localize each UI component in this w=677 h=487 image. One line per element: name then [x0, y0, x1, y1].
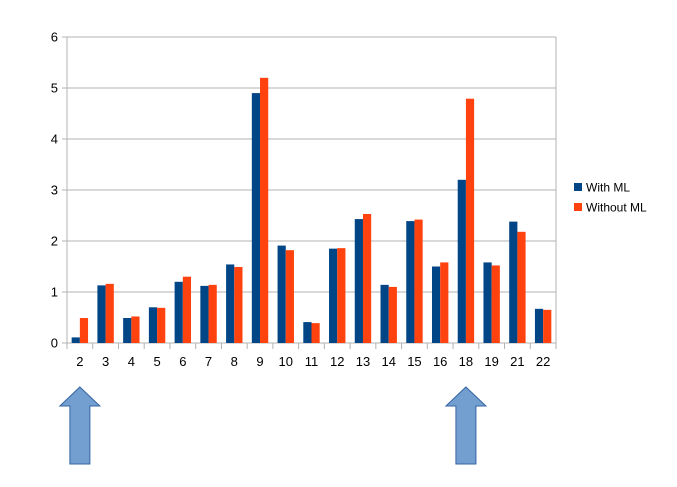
bar-without-ml-9: [260, 77, 269, 344]
bar-with-ml-4: [123, 318, 132, 343]
legend-label: With ML: [586, 181, 630, 195]
bar-with-ml-19: [483, 262, 492, 343]
legend: With ML Without ML: [574, 181, 647, 215]
bar-without-ml-21: [517, 231, 526, 343]
x-tick-label: 9: [256, 354, 263, 369]
bar-with-ml-15: [406, 221, 415, 343]
y-tick-label: 3: [51, 183, 58, 198]
legend-swatch: [574, 183, 582, 191]
bar-with-ml-11: [303, 322, 312, 343]
bar-without-ml-11: [311, 323, 320, 343]
y-tick-label: 5: [51, 81, 58, 96]
bar-with-ml-13: [354, 219, 363, 343]
y-tick-label: 2: [51, 234, 58, 249]
y-tick-label: 0: [51, 336, 58, 351]
axes: [66, 37, 557, 349]
bar-without-ml-15: [414, 219, 423, 343]
bar-without-ml-8: [234, 267, 243, 343]
bar-with-ml-14: [380, 284, 389, 343]
x-tick-label: 15: [407, 354, 421, 369]
y-tick-label: 1: [51, 285, 58, 300]
bar-without-ml-18: [465, 98, 475, 344]
up-arrow-left: [58, 386, 102, 465]
bar-without-ml-12: [337, 248, 346, 343]
bar-with-ml-8: [226, 264, 235, 343]
bar-with-ml-18: [457, 179, 466, 343]
x-tick-label: 22: [536, 354, 550, 369]
bar-with-ml-22: [534, 308, 544, 343]
bar-with-ml-6: [174, 281, 183, 343]
legend-label: Without ML: [586, 201, 647, 215]
bar-with-ml-12: [329, 248, 338, 343]
x-tick-label: 18: [459, 354, 473, 369]
y-tick-label: 6: [51, 30, 58, 45]
x-tick-label: 12: [330, 354, 344, 369]
bar-without-ml-2: [79, 318, 89, 343]
x-tick-label: 4: [128, 354, 135, 369]
x-tick-label: 19: [484, 354, 498, 369]
up-arrow-right: [444, 386, 488, 465]
bar-with-ml-9: [251, 93, 261, 343]
bar-without-ml-5: [157, 307, 166, 343]
bar-with-ml-5: [148, 307, 158, 343]
x-tick-label: 2: [76, 354, 83, 369]
bar-without-ml-4: [131, 316, 140, 343]
bar-without-ml-16: [440, 262, 449, 343]
bar-without-ml-22: [543, 309, 552, 343]
bars: [71, 77, 552, 344]
x-tick-label: 13: [356, 354, 370, 369]
bar-with-ml-21: [509, 221, 518, 343]
bar-without-ml-3: [105, 283, 114, 343]
x-tick-label: 10: [279, 354, 293, 369]
x-tick-label: 16: [433, 354, 447, 369]
x-tick-label: 11: [305, 354, 319, 369]
x-tick-label: 6: [179, 354, 186, 369]
bar-with-ml-2: [71, 337, 80, 343]
bar-without-ml-7: [208, 284, 217, 343]
bar-without-ml-10: [285, 250, 294, 343]
bar-with-ml-3: [97, 285, 106, 343]
y-tick-labels: 0 1 2 3 4 5 6: [51, 30, 58, 351]
bar-with-ml-16: [431, 266, 441, 343]
y-tick-label: 4: [51, 132, 58, 147]
annotation-arrows: [58, 386, 488, 465]
x-tick-label: 7: [205, 354, 212, 369]
x-tick-label: 21: [510, 354, 524, 369]
x-tick-label: 14: [381, 354, 395, 369]
gridlines: [62, 36, 556, 344]
bar-with-ml-7: [200, 285, 209, 343]
bar-without-ml-19: [491, 265, 500, 343]
legend-swatch: [574, 203, 582, 211]
bar-without-ml-13: [362, 213, 372, 343]
x-tick-labels: 2 3 4 5 6 7 8 9 10 11 12 13 14 15 16 18 19 21 22: [76, 354, 550, 369]
bar-without-ml-6: [182, 276, 192, 343]
bar-without-ml-14: [388, 286, 397, 343]
x-tick-label: 8: [231, 354, 238, 369]
bar-with-ml-10: [277, 245, 286, 343]
x-tick-label: 3: [102, 354, 109, 369]
x-tick-label: 5: [153, 354, 160, 369]
